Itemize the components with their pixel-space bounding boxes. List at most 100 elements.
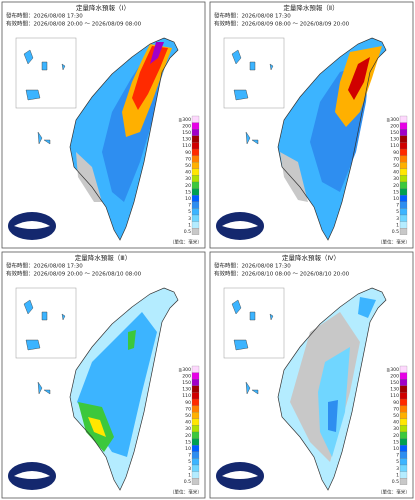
- map: [8, 287, 179, 491]
- legend-label: 7: [188, 453, 191, 459]
- legend-label: 90: [185, 150, 191, 156]
- legend-swatch: [191, 431, 200, 439]
- legend-swatch: [399, 392, 408, 400]
- legend-label: 110: [390, 143, 399, 149]
- legend-swatch: [191, 365, 200, 373]
- legend-label: 1: [396, 472, 399, 478]
- islands: [23, 49, 66, 145]
- legend-label: 110: [182, 393, 191, 399]
- legend-swatch: [399, 405, 408, 413]
- legend-label: 0.5: [392, 479, 399, 485]
- legend-swatch: [399, 438, 408, 446]
- legend-swatch: [399, 148, 408, 156]
- legend-swatch: [191, 405, 200, 413]
- legend-label: 30: [185, 176, 191, 182]
- legend-swatch: [399, 412, 408, 419]
- legend-label: 3: [188, 216, 191, 222]
- legend-swatch: [399, 155, 408, 163]
- legend-swatch: [399, 464, 408, 472]
- rain-area: [88, 417, 106, 437]
- panel-title: 定量降水預報（Ⅱ）: [283, 3, 338, 12]
- rain-area: [328, 400, 338, 432]
- legend-swatch: [399, 168, 408, 176]
- legend-swatch: [399, 385, 408, 393]
- inset-box: [223, 287, 285, 359]
- legend-swatch: [399, 208, 408, 216]
- legend-swatch: [191, 122, 200, 130]
- issued-time: 發布時間：2026/08/08 17:30: [214, 262, 291, 270]
- legend-label: 90: [393, 400, 399, 406]
- panel-title: 定量降水預報（Ⅳ）: [282, 253, 340, 262]
- coastline: [277, 37, 387, 241]
- legend-swatch: [191, 425, 200, 433]
- logo-mark: [222, 471, 258, 479]
- legend-swatch: [191, 155, 200, 163]
- legend-swatch: [191, 445, 200, 452]
- legend-label: 10: [393, 196, 399, 202]
- legend-label: 15: [393, 439, 399, 445]
- legend-swatch: [191, 181, 200, 189]
- legend-label: 90: [185, 400, 191, 406]
- legend-swatch: [399, 162, 408, 169]
- legend-label: 3: [396, 466, 399, 472]
- legend-label: 40: [393, 420, 399, 426]
- legend-label: 50: [185, 163, 191, 169]
- issued-time: 發布時間：2026/08/08 17:30: [6, 262, 83, 270]
- legend-swatch: [399, 195, 408, 202]
- rain-area: [128, 330, 136, 350]
- coastline: [69, 287, 179, 491]
- inset-box: [223, 37, 285, 109]
- legend-swatch: [191, 385, 200, 393]
- legend-swatch: [191, 201, 200, 209]
- legend-label: 130: [182, 387, 191, 393]
- rain-area: [76, 152, 102, 202]
- legend-label: 10: [393, 446, 399, 452]
- legend-swatch: [191, 458, 200, 466]
- legend-label: 15: [393, 189, 399, 195]
- legend-label: 150: [390, 130, 399, 136]
- legend-label: 200: [390, 123, 399, 129]
- legend-label: 1: [396, 222, 399, 228]
- legend-swatch: [191, 379, 200, 386]
- legend-label: 20: [393, 183, 399, 189]
- issued-time: 發布時間：2026/08/08 17:30: [214, 12, 291, 20]
- legend-swatch: [399, 181, 408, 189]
- legend-label: 130: [390, 137, 399, 143]
- legend-swatch: [399, 135, 408, 143]
- legend-label: 200: [182, 373, 191, 379]
- legend-label: 1: [188, 222, 191, 228]
- legend-label: 50: [393, 413, 399, 419]
- valid-time: 有效時間：2026/08/08 20:00 ～ 2026/08/09 08:00: [6, 20, 142, 28]
- legend-swatch: [399, 122, 408, 130]
- legend-swatch: [191, 451, 200, 459]
- legend-swatch: [399, 445, 408, 452]
- legend-label: 70: [185, 406, 191, 412]
- legend-label: 15: [185, 189, 191, 195]
- unit-label: （單位：毫米）: [170, 489, 202, 496]
- legend-swatch: [191, 168, 200, 176]
- legend-swatch: [399, 188, 408, 196]
- legend-label: 200: [182, 123, 191, 129]
- rain-area: [132, 46, 168, 110]
- legend-label: 70: [185, 156, 191, 162]
- legend-label: 40: [185, 170, 191, 176]
- legend-swatch: [399, 228, 408, 235]
- inset-box: [15, 287, 77, 359]
- unit-label: （單位：毫米）: [170, 239, 202, 246]
- legend-swatch: [191, 148, 200, 156]
- panel-title: 定量降水預報（Ⅲ）: [75, 253, 131, 262]
- islands: [23, 299, 66, 395]
- legend-swatch: [399, 201, 408, 209]
- valid-time: 有效時間：2026/08/10 08:00 ～ 2026/08/10 20:00: [214, 270, 350, 278]
- legend-swatch: [399, 458, 408, 466]
- legend-label: 7: [396, 203, 399, 209]
- valid-time: 有效時間：2026/08/09 08:00 ～ 2026/08/09 20:00: [214, 20, 350, 28]
- legend-label: 200: [390, 373, 399, 379]
- legend-label: 150: [182, 130, 191, 136]
- legend-label: 20: [185, 183, 191, 189]
- legend-swatch: [399, 451, 408, 459]
- legend-label: 40: [393, 170, 399, 176]
- legend-swatch: [191, 478, 200, 485]
- legend-label: 10: [185, 446, 191, 452]
- legend-swatch: [399, 129, 408, 136]
